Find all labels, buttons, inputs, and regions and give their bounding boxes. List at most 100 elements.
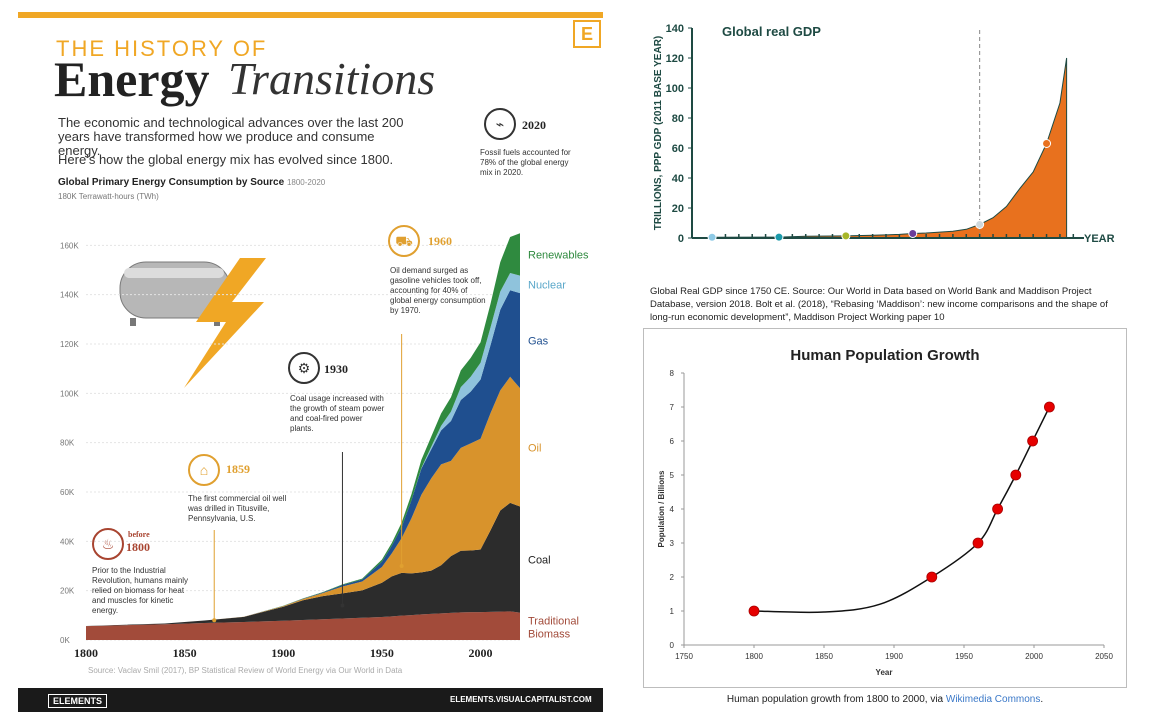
annotation-before-text: Prior to the Industrial Revolution, huma… <box>92 566 189 615</box>
annotation-1859-year: 1859 <box>226 462 250 476</box>
top-accent-bar <box>18 12 603 18</box>
gdp-area <box>711 57 1068 239</box>
gdp-chart: 0204060801001201401750180018501900195020… <box>653 23 1115 242</box>
energy-unit-label: 180K Terrawatt-hours (TWh) <box>58 192 159 201</box>
intro-text: The economic and technological advances … <box>58 115 404 158</box>
gdp-yaxis-label: TRILLIONS, PPP GDP (2011 BASE YEAR) <box>653 36 664 231</box>
gdp-caption: Global Real GDP since 1750 CE. Source: O… <box>650 286 1108 323</box>
footer-url: ELEMENTS.VISUALCAPITALIST.COM <box>450 695 592 704</box>
footer-bar <box>18 688 603 712</box>
population-chart: Human Population Growth 0 1 2 3 4 5 6 7 8 1750 1800… <box>657 347 1113 677</box>
energy-chart-title: Global Primary Energy Consumption by Sou… <box>58 177 325 188</box>
title-italic: Transitions <box>228 53 436 104</box>
title-kicker: THE HISTORY OF <box>56 36 268 61</box>
wikimedia-link[interactable]: Wikimedia Commons <box>945 694 1041 705</box>
annotation-before-pre: before <box>128 530 150 539</box>
energy-xtick-label: 1850 <box>173 646 197 660</box>
gdp-ytick-label: 20 <box>672 203 684 215</box>
population-xaxis-label: Year <box>876 668 893 677</box>
gdp-marker <box>908 229 918 238</box>
gdp-ytick-label: 60 <box>672 143 684 155</box>
energy-area-oil <box>86 376 520 626</box>
energy-series-label-gas: Gas <box>528 336 549 348</box>
energy-ytick-label: 0K <box>60 636 70 645</box>
gdp-marker <box>841 231 851 241</box>
intro-text-2: Here’s how the global energy mix has evo… <box>58 152 394 167</box>
population-xtick-label: 1750 <box>675 652 693 661</box>
factory-icon: ⚙ <box>288 352 320 384</box>
energy-infographic: E THE HISTORY OF Energy Transitions The … <box>18 0 603 712</box>
population-point <box>972 537 984 549</box>
annotation-1960-text: Oil demand surged as gasoline vehicles t… <box>390 266 486 315</box>
energy-ytick-label: 40K <box>60 537 75 546</box>
energy-source-note: Source: Vaclav Smil (2017), BP Statistic… <box>88 666 403 675</box>
energy-chart-subtitle: 1800-2020 <box>286 178 326 187</box>
gdp-xaxis-label: YEAR <box>1084 233 1115 242</box>
energy-series-label-traditional-biomass: Biomass <box>528 628 571 640</box>
annotation-2020-text: Fossil fuels accounted for 78% of the gl… <box>480 148 571 177</box>
population-yaxis-label: Population / Billions <box>657 470 666 547</box>
annotation-leader-dot <box>212 618 217 623</box>
population-xtick-label: 1800 <box>745 652 763 661</box>
annotation-leader-dot <box>340 603 345 608</box>
population-point <box>926 571 938 583</box>
gdp-marker <box>975 220 985 229</box>
elements-logo-icon: E <box>573 20 601 48</box>
gdp-ytick-label: 0 <box>678 233 684 242</box>
energy-ytick-label: 80K <box>60 439 75 448</box>
energy-ytick-label: 20K <box>60 587 75 596</box>
oil-tank-icon <box>119 261 231 326</box>
population-point <box>1010 469 1022 481</box>
energy-chart-title-text: Global Primary Energy Consumption by Sou… <box>58 177 285 188</box>
annotation-1930-year: 1930 <box>324 362 348 376</box>
energy-ytick-label: 60K <box>60 488 75 497</box>
campfire-icon: ♨ <box>92 528 124 560</box>
energy-ytick-label: 100K <box>60 389 79 398</box>
annotation-1859-text: The first commercial oil well was drille… <box>188 494 287 523</box>
lightning-bolt-icon <box>184 258 266 388</box>
energy-area-traditional-biomass <box>86 611 520 640</box>
gdp-ytick-label: 140 <box>666 23 684 35</box>
energy-ytick-label: 160K <box>60 241 79 250</box>
population-ytick-label: 6 <box>670 437 675 446</box>
population-ytick-label: 2 <box>670 573 675 582</box>
footer-logo: ELEMENTS <box>48 694 108 708</box>
energy-xtick-label: 2000 <box>469 646 493 660</box>
energy-area-gas <box>86 290 520 626</box>
energy-chart: 0K 20K 40K 60K 80K 100K 120K 140K 160K 1800 1850 19… <box>60 233 589 660</box>
population-point <box>992 503 1004 515</box>
population-ytick-label: 4 <box>670 505 675 514</box>
gdp-title: Global real GDP <box>722 24 821 39</box>
population-xtick-label: 2000 <box>1025 652 1043 661</box>
gdp-ytick-label: 80 <box>672 113 684 125</box>
population-trend-line <box>753 406 1051 614</box>
gdp-marker <box>774 232 784 242</box>
gdp-marker <box>1042 139 1052 148</box>
annotation-before-year: 1800 <box>126 540 150 554</box>
energy-xtick-label: 1800 <box>74 646 98 660</box>
population-title: Human Population Growth <box>790 347 979 364</box>
energy-series-label-coal: Coal <box>528 555 551 567</box>
power-plant-icon: ⌁ <box>484 108 516 140</box>
population-ytick-label: 3 <box>670 539 675 548</box>
population-point <box>1027 435 1039 447</box>
population-ytick-label: 5 <box>670 471 675 480</box>
population-caption-text: Human population growth from 1800 to 200… <box>726 694 946 705</box>
annotation-1960-year: 1960 <box>428 234 452 248</box>
annotation-2020-year: 2020 <box>522 118 546 132</box>
energy-series-label-nuclear: Nuclear <box>528 279 566 291</box>
oil-well-icon: ⌂ <box>188 454 220 486</box>
population-ytick-label: 7 <box>670 403 675 412</box>
annotation-1930-text: Coal usage increased with the growth of … <box>290 394 385 433</box>
gdp-ytick-label: 120 <box>666 53 684 65</box>
population-point <box>1043 401 1055 413</box>
energy-xtick-label: 1950 <box>370 646 394 660</box>
population-xtick-label: 1850 <box>815 652 833 661</box>
energy-area-coal <box>86 502 520 627</box>
population-ytick-label: 8 <box>670 369 675 378</box>
gdp-ytick-label: 40 <box>672 173 684 185</box>
energy-series-label-traditional-biomass: Traditional <box>528 615 579 627</box>
gdp-ytick-label: 100 <box>666 83 684 95</box>
energy-ytick-label: 120K <box>60 340 79 349</box>
population-xtick-label: 2050 <box>1095 652 1113 661</box>
